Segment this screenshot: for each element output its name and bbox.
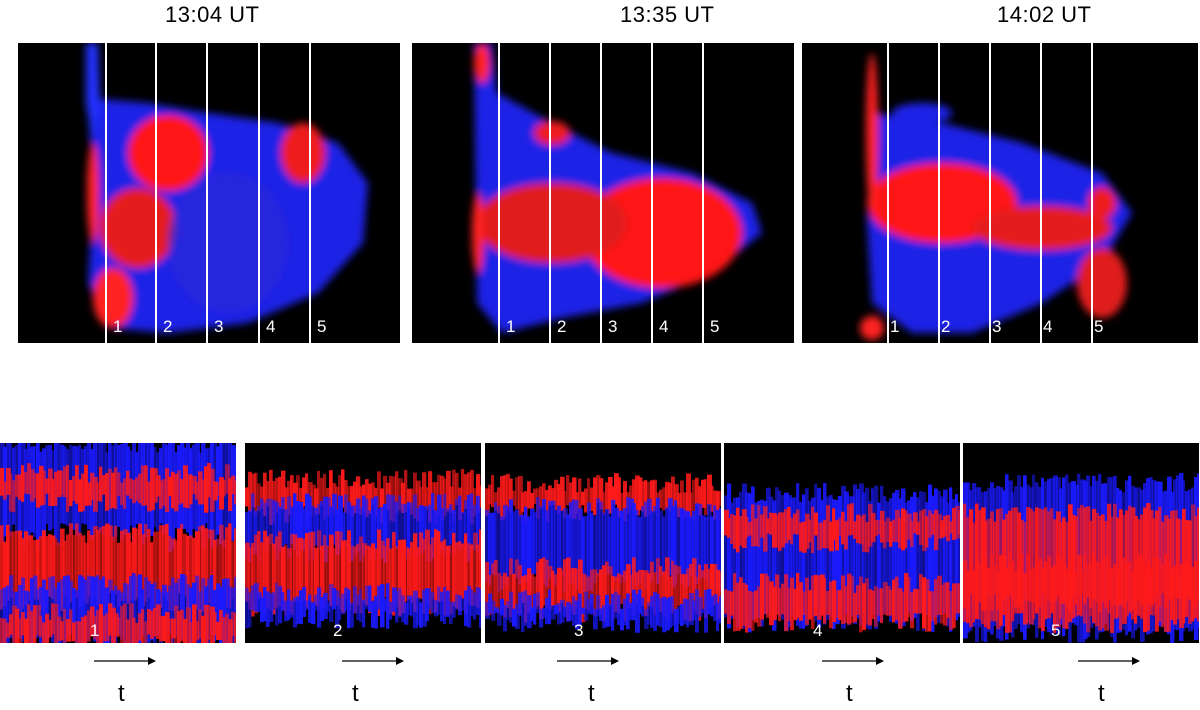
timeslice-image-4	[724, 483, 960, 633]
slit-line	[155, 43, 157, 343]
timeslice-panel-4: 4	[724, 443, 960, 643]
timeslice-panel-5: 5	[963, 443, 1199, 643]
timeslice-image-2	[245, 469, 481, 629]
slit-number: 2	[557, 317, 567, 336]
timeslice-panel-3: 3	[485, 443, 721, 643]
slit-line	[206, 43, 208, 343]
time-arrow-icon	[94, 657, 156, 665]
time-axis-label: t	[352, 680, 359, 707]
timeslice-number: 1	[90, 621, 100, 640]
slit-line	[887, 43, 889, 343]
slit-number: 5	[710, 317, 720, 336]
time-axis-label: t	[1098, 680, 1105, 707]
slit-line	[989, 43, 991, 343]
slit-number: 4	[266, 317, 276, 336]
time-axis-label: t	[588, 680, 595, 707]
slit-line	[702, 43, 704, 343]
slit-number: 4	[1043, 317, 1053, 336]
slit-line	[498, 43, 500, 343]
slit-line	[549, 43, 551, 343]
slit-number: 3	[992, 317, 1002, 336]
slit-line	[1091, 43, 1093, 343]
slit-number: 2	[163, 317, 173, 336]
magnetogram-image-3	[860, 53, 1132, 340]
slit-line	[1040, 43, 1042, 343]
slit-number: 1	[890, 317, 900, 336]
slit-number: 4	[659, 317, 669, 336]
magnetogram-image-2	[472, 43, 762, 333]
magnetogram-image-1	[86, 43, 368, 333]
slit-line	[651, 43, 653, 343]
timeslice-image-1	[0, 443, 236, 643]
slit-number: 1	[113, 317, 123, 336]
time-axis-label: t	[118, 680, 125, 707]
slit-line	[105, 43, 107, 343]
timeslice-panel-2: 2	[245, 443, 481, 643]
timeslice-number: 4	[813, 621, 823, 640]
timeslice-image-5	[963, 473, 1199, 643]
magnetogram-panel-2: 1 2 3 4 5	[412, 43, 794, 343]
slit-number: 5	[317, 317, 327, 336]
timeslice-image-3	[485, 473, 721, 633]
slit-number: 2	[941, 317, 951, 336]
time-label-1: 13:04 UT	[165, 2, 260, 27]
time-label-2: 13:35 UT	[620, 2, 715, 27]
slit-line	[258, 43, 260, 343]
slit-number: 5	[1094, 317, 1104, 336]
magnetogram-panel-1: 1 2 3 4 5	[18, 43, 400, 343]
slit-line	[600, 43, 602, 343]
time-arrow-icon	[1078, 657, 1140, 665]
time-arrow-icon	[342, 657, 404, 665]
magnetogram-panel-3: 1 2 3 4 5	[802, 43, 1198, 343]
timeslice-number: 5	[1051, 621, 1061, 640]
slit-number: 3	[214, 317, 224, 336]
slit-line	[309, 43, 311, 343]
timeslice-number: 3	[574, 621, 584, 640]
slit-number: 3	[608, 317, 618, 336]
time-arrow-icon	[557, 657, 619, 665]
time-arrow-icon	[822, 657, 884, 665]
slit-line	[938, 43, 940, 343]
time-label-3: 14:02 UT	[997, 2, 1092, 27]
slit-number: 1	[506, 317, 516, 336]
timeslice-number: 2	[333, 621, 343, 640]
time-axis-label: t	[846, 680, 853, 707]
timeslice-panel-1: 1	[0, 443, 236, 643]
